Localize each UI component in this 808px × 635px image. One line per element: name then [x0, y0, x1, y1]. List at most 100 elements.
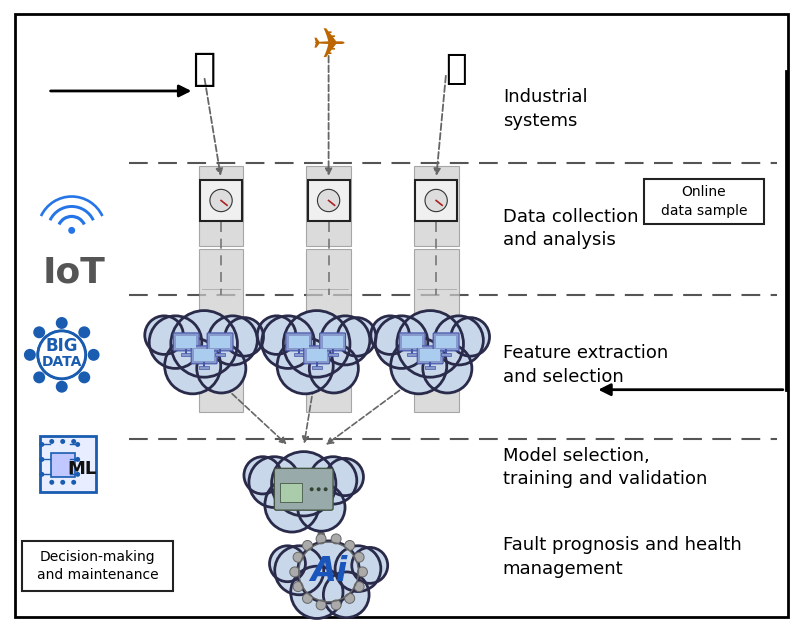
Circle shape — [275, 546, 324, 595]
Text: Fault prognosis and health
management: Fault prognosis and health management — [503, 536, 742, 578]
FancyBboxPatch shape — [200, 180, 242, 222]
Circle shape — [309, 344, 359, 393]
Circle shape — [49, 439, 54, 444]
Circle shape — [397, 311, 464, 377]
Circle shape — [68, 227, 75, 234]
Circle shape — [75, 472, 80, 477]
FancyBboxPatch shape — [327, 353, 338, 356]
Text: DATA: DATA — [41, 355, 82, 369]
Circle shape — [78, 371, 90, 384]
Circle shape — [145, 317, 183, 354]
Circle shape — [309, 487, 314, 491]
FancyBboxPatch shape — [433, 333, 459, 351]
Circle shape — [324, 487, 327, 491]
Circle shape — [316, 534, 326, 544]
FancyBboxPatch shape — [199, 249, 243, 329]
Circle shape — [249, 457, 300, 507]
Circle shape — [309, 457, 357, 504]
FancyBboxPatch shape — [40, 436, 95, 492]
Text: 🚢: 🚢 — [445, 52, 467, 86]
Circle shape — [372, 317, 408, 354]
FancyBboxPatch shape — [207, 333, 233, 351]
Circle shape — [245, 458, 280, 493]
FancyBboxPatch shape — [441, 353, 451, 356]
Circle shape — [324, 573, 368, 617]
Circle shape — [49, 480, 54, 485]
FancyBboxPatch shape — [286, 333, 312, 351]
Circle shape — [452, 319, 489, 355]
Text: Decision-making
and maintenance: Decision-making and maintenance — [37, 550, 158, 582]
FancyBboxPatch shape — [280, 483, 302, 502]
FancyBboxPatch shape — [322, 336, 343, 348]
Circle shape — [149, 316, 202, 368]
Circle shape — [354, 552, 364, 562]
Circle shape — [225, 318, 263, 356]
Circle shape — [71, 480, 76, 485]
Text: IoT: IoT — [42, 255, 105, 289]
Circle shape — [317, 487, 321, 491]
Circle shape — [272, 453, 335, 515]
Circle shape — [33, 371, 45, 384]
Circle shape — [197, 344, 246, 393]
Circle shape — [166, 338, 220, 393]
Circle shape — [266, 479, 318, 531]
Circle shape — [244, 457, 281, 494]
Circle shape — [321, 316, 370, 365]
Circle shape — [150, 317, 201, 368]
Circle shape — [326, 458, 364, 496]
Circle shape — [297, 541, 360, 603]
Circle shape — [78, 326, 90, 338]
Circle shape — [271, 547, 305, 581]
Circle shape — [262, 316, 314, 368]
FancyBboxPatch shape — [312, 366, 322, 369]
FancyBboxPatch shape — [644, 178, 764, 224]
Circle shape — [198, 345, 245, 392]
Text: Industrial
systems: Industrial systems — [503, 88, 587, 130]
FancyBboxPatch shape — [306, 331, 351, 411]
Circle shape — [339, 319, 375, 355]
Text: Feature extraction
and selection: Feature extraction and selection — [503, 344, 668, 385]
Text: BIG: BIG — [45, 337, 78, 355]
FancyBboxPatch shape — [210, 336, 230, 348]
Circle shape — [436, 317, 482, 364]
Circle shape — [310, 458, 356, 503]
Circle shape — [87, 349, 99, 361]
FancyBboxPatch shape — [306, 249, 351, 329]
Circle shape — [271, 451, 336, 516]
FancyBboxPatch shape — [414, 249, 459, 329]
Circle shape — [61, 439, 65, 444]
Circle shape — [24, 349, 36, 361]
Circle shape — [336, 547, 380, 591]
Circle shape — [170, 311, 238, 377]
FancyBboxPatch shape — [176, 336, 196, 348]
FancyBboxPatch shape — [199, 366, 209, 369]
Circle shape — [391, 338, 447, 394]
Circle shape — [278, 338, 332, 393]
Circle shape — [165, 338, 221, 394]
Text: Data collection
and analysis: Data collection and analysis — [503, 208, 638, 249]
Circle shape — [61, 480, 65, 485]
Circle shape — [322, 317, 368, 364]
Circle shape — [291, 566, 343, 618]
Text: 🚗: 🚗 — [192, 50, 216, 88]
FancyBboxPatch shape — [399, 333, 425, 351]
Circle shape — [145, 316, 183, 354]
Circle shape — [209, 317, 256, 364]
Circle shape — [351, 547, 388, 584]
FancyBboxPatch shape — [288, 336, 309, 348]
FancyBboxPatch shape — [173, 333, 199, 351]
Circle shape — [284, 312, 349, 376]
FancyBboxPatch shape — [304, 346, 330, 364]
Circle shape — [354, 582, 364, 592]
FancyBboxPatch shape — [415, 180, 457, 222]
Circle shape — [75, 442, 80, 447]
Text: ✈: ✈ — [311, 25, 346, 67]
FancyBboxPatch shape — [306, 166, 351, 246]
Circle shape — [40, 457, 44, 462]
Circle shape — [210, 189, 232, 211]
Circle shape — [434, 316, 483, 365]
Circle shape — [425, 189, 448, 211]
Circle shape — [270, 546, 305, 582]
Circle shape — [451, 318, 490, 356]
Circle shape — [345, 540, 355, 551]
